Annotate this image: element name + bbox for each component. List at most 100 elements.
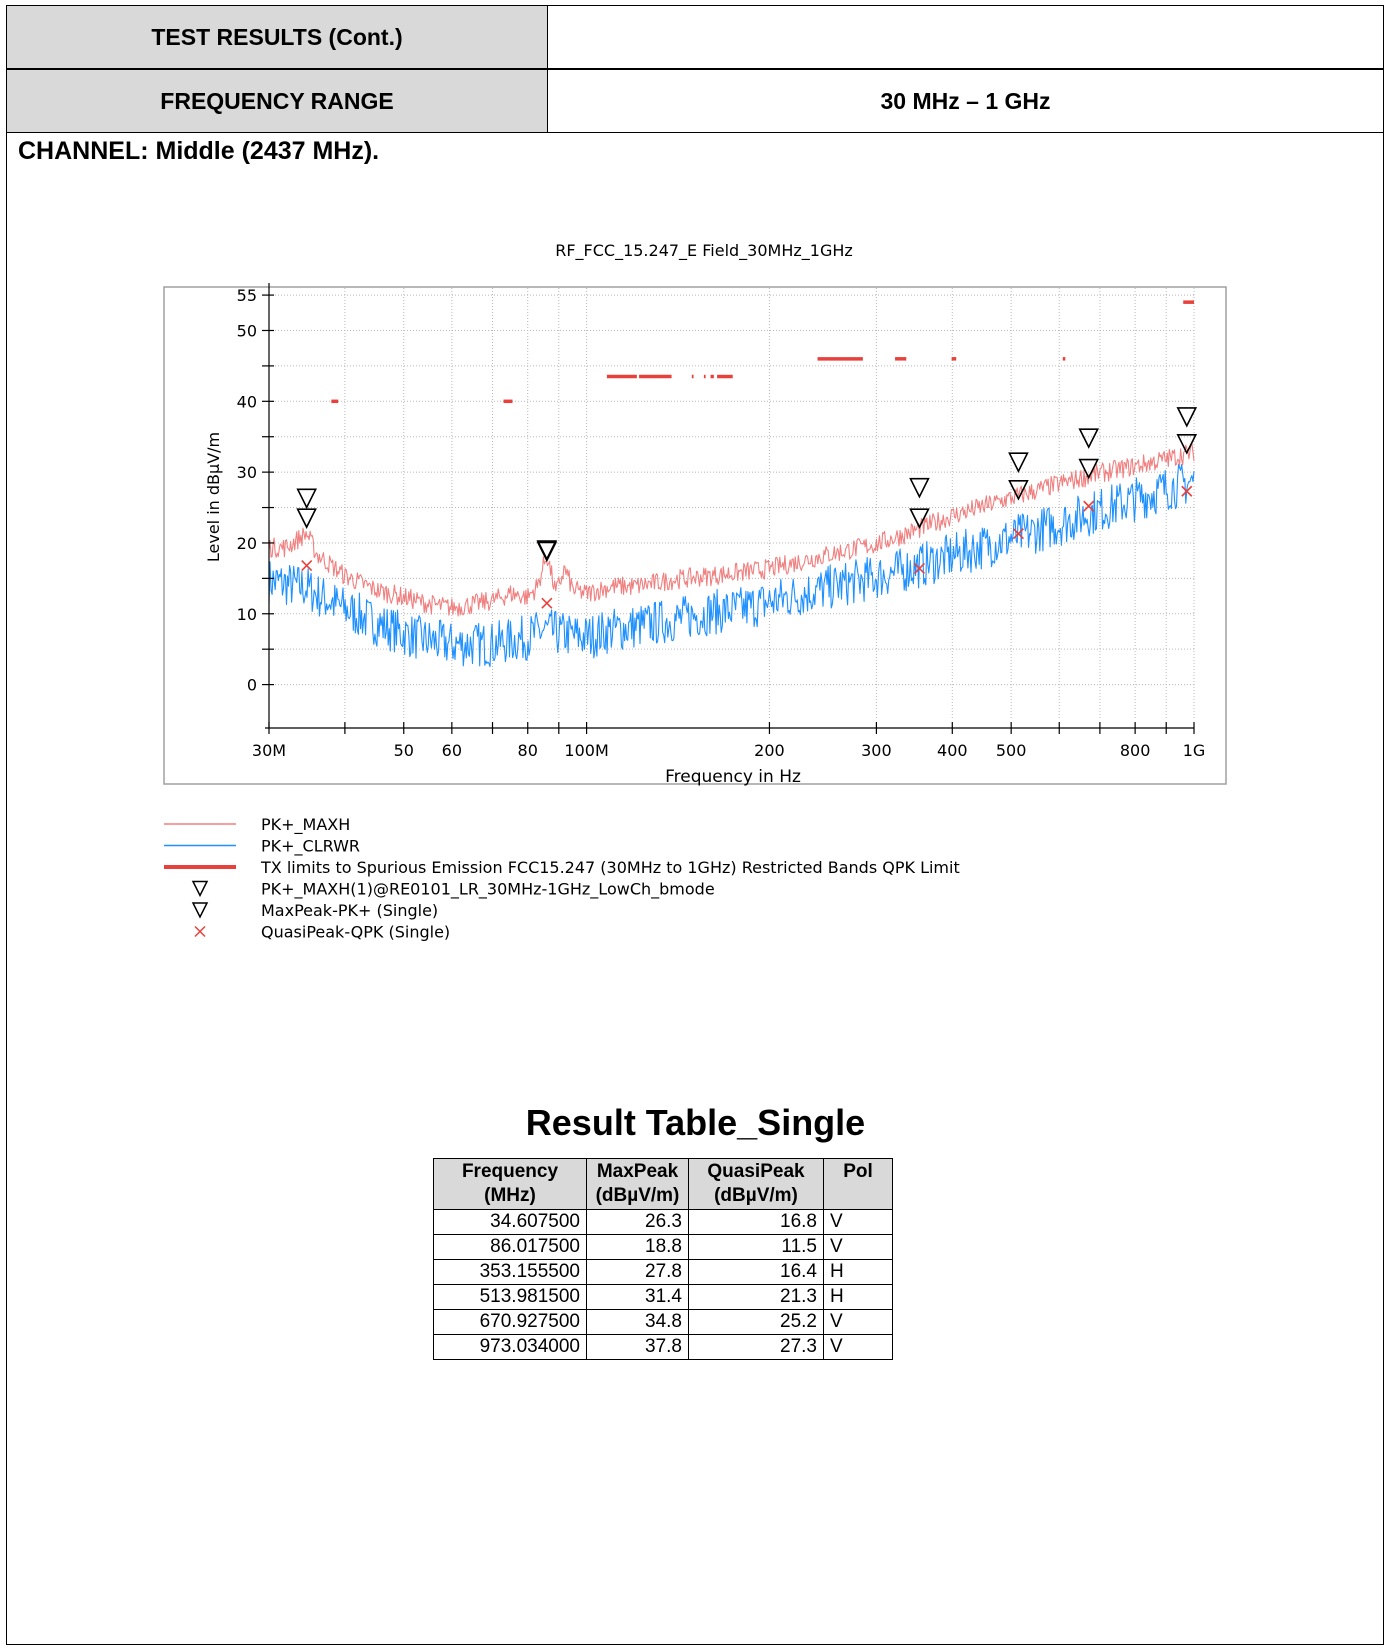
maxpeak-marker bbox=[909, 477, 930, 499]
pk-maxh-marker bbox=[296, 508, 317, 529]
header-quasipeak: QuasiPeak (dBµV/m) bbox=[688, 1158, 824, 1210]
maxpeak-marker bbox=[536, 541, 558, 563]
header-frequency: Frequency (MHz) bbox=[433, 1158, 587, 1210]
cell-frequency: 34.607500 bbox=[433, 1209, 587, 1235]
header-frequency-name: Frequency bbox=[461, 1161, 559, 1182]
quasipeak-marker bbox=[913, 562, 925, 575]
series-line-pk-maxh bbox=[268, 442, 1195, 617]
frequency-range-label: FREQUENCY RANGE bbox=[7, 70, 548, 132]
frequency-range-row: FREQUENCY RANGE 30 MHz – 1 GHz bbox=[6, 69, 1384, 133]
chart-axes: 0 10 20 30 40 50 55 30M 50 60 80 100M 200 300 400 500 80… bbox=[237, 283, 1206, 760]
pk-maxh-marker bbox=[1078, 458, 1100, 480]
x-tick-label: 1G bbox=[1183, 741, 1206, 760]
x-axis-label: Frequency in Hz bbox=[665, 767, 801, 787]
quasipeak-marker bbox=[541, 597, 553, 609]
header-quasipeak-unit: (dBµV/m) bbox=[714, 1185, 798, 1206]
x-tick-label: 400 bbox=[937, 741, 968, 760]
cell-quasipeak: 11.5 bbox=[688, 1234, 824, 1260]
table-row: 353.155500 27.8 16.4 H bbox=[433, 1259, 893, 1285]
frequency-range-value: 30 MHz – 1 GHz bbox=[880, 87, 1051, 114]
x-tick-label: 300 bbox=[861, 741, 892, 760]
y-axis-label: Level in dBµV/m bbox=[204, 432, 223, 562]
pk-maxh-marker bbox=[1008, 480, 1029, 501]
header-maxpeak: MaxPeak (dBµV/m) bbox=[586, 1158, 689, 1210]
y-tick-label: 10 bbox=[237, 605, 257, 624]
cell-frequency: 353.155500 bbox=[433, 1259, 587, 1285]
table-row: 513.981500 31.4 21.3 H bbox=[433, 1284, 893, 1310]
cell-maxpeak: 34.8 bbox=[586, 1309, 689, 1335]
cell-pol: V bbox=[823, 1334, 893, 1360]
cell-quasipeak: 21.3 bbox=[688, 1284, 824, 1310]
quasipeak-marker bbox=[1012, 528, 1024, 540]
maxpeak-marker bbox=[1078, 428, 1100, 449]
header-frequency-unit: (MHz) bbox=[484, 1185, 536, 1206]
x-tick-label: 100M bbox=[564, 741, 608, 760]
x-tick-label: 60 bbox=[442, 741, 462, 760]
cell-maxpeak: 27.8 bbox=[586, 1259, 689, 1285]
cell-quasipeak: 16.8 bbox=[688, 1209, 824, 1235]
legend-swatch-triangle bbox=[191, 880, 209, 898]
cell-frequency: 513.981500 bbox=[433, 1284, 587, 1310]
series-line-pk-clrwr bbox=[268, 463, 1195, 668]
cell-maxpeak: 31.4 bbox=[586, 1284, 689, 1310]
y-tick-label: 30 bbox=[237, 463, 257, 482]
cell-quasipeak: 27.3 bbox=[688, 1334, 824, 1360]
maxpeak-marker bbox=[296, 488, 317, 510]
result-table-title: Result Table_Single bbox=[525, 1102, 866, 1143]
pk-maxh-marker bbox=[909, 508, 930, 529]
result-table-header-row: Frequency (MHz) MaxPeak (dBµV/m) QuasiPeak… bbox=[433, 1158, 893, 1210]
cell-frequency: 973.034000 bbox=[433, 1334, 587, 1360]
y-tick-label: 0 bbox=[247, 676, 257, 695]
channel-label: CHANNEL: Middle (2437 MHz). bbox=[18, 137, 380, 165]
cell-maxpeak: 37.8 bbox=[586, 1334, 689, 1360]
chart-series bbox=[268, 442, 1195, 668]
legend-label: PK+_MAXH(1)@RE0101_LR_30MHz-1GHz_LowCh_b… bbox=[261, 880, 715, 900]
legend-label: QuasiPeak-QPK (Single) bbox=[261, 923, 450, 942]
header-maxpeak-name: MaxPeak bbox=[596, 1161, 679, 1182]
x-tick-label: 30M bbox=[252, 741, 286, 760]
cell-pol: H bbox=[823, 1259, 893, 1285]
y-tick-label: 20 bbox=[237, 534, 257, 553]
cell-pol: V bbox=[823, 1234, 893, 1260]
cell-maxpeak: 18.8 bbox=[586, 1234, 689, 1260]
legend-swatch-triangle bbox=[191, 902, 209, 919]
chart-markers bbox=[296, 407, 1198, 609]
legend-label: PK+_MAXH bbox=[261, 815, 350, 835]
header-pol-name: Pol bbox=[843, 1161, 873, 1182]
y-tick-label: 40 bbox=[237, 392, 257, 411]
maxpeak-marker bbox=[1008, 452, 1029, 474]
test-results-value bbox=[548, 6, 1383, 68]
legend-label: PK+_CLRWR bbox=[261, 837, 360, 857]
quasipeak-marker bbox=[1083, 500, 1095, 512]
cell-frequency: 670.927500 bbox=[433, 1309, 587, 1335]
quasipeak-marker bbox=[301, 560, 313, 572]
y-tick-label: 55 bbox=[237, 286, 257, 305]
cell-maxpeak: 26.3 bbox=[586, 1209, 689, 1235]
maxpeak-marker bbox=[1176, 407, 1198, 428]
pk-maxh-marker bbox=[1176, 434, 1198, 455]
table-row: 670.927500 34.8 25.2 V bbox=[433, 1309, 893, 1335]
table-row: 86.017500 18.8 11.5 V bbox=[433, 1234, 893, 1260]
chart-panel bbox=[163, 286, 1227, 785]
table-row: 34.607500 26.3 16.8 V bbox=[433, 1209, 893, 1235]
x-tick-label: 800 bbox=[1120, 741, 1151, 760]
test-results-label: TEST RESULTS (Cont.) bbox=[7, 6, 548, 68]
x-tick-label: 50 bbox=[394, 741, 414, 760]
chart-grid bbox=[268, 288, 1195, 720]
header-pol: Pol bbox=[823, 1158, 893, 1210]
x-tick-label: 200 bbox=[754, 741, 785, 760]
limit-line bbox=[331, 300, 1194, 404]
table-row: 973.034000 37.8 27.3 V bbox=[433, 1334, 893, 1360]
emission-chart: RF_FCC_15.247_E Field_30MHz_1GHz 0 10 20 30… bbox=[163, 241, 1227, 942]
header-quasipeak-name: QuasiPeak bbox=[707, 1161, 805, 1182]
quasipeak-marker bbox=[1181, 485, 1193, 497]
cell-quasipeak: 25.2 bbox=[688, 1309, 824, 1335]
cell-pol: V bbox=[823, 1309, 893, 1335]
y-tick-label: 50 bbox=[237, 321, 257, 340]
legend-swatch-cross bbox=[194, 925, 206, 938]
cell-pol: H bbox=[823, 1284, 893, 1310]
legend-label: MaxPeak-PK+ (Single) bbox=[261, 901, 438, 920]
header-maxpeak-unit: (dBµV/m) bbox=[595, 1185, 680, 1206]
legend-label: TX limits to Spurious Emission FCC15.247… bbox=[260, 858, 960, 877]
